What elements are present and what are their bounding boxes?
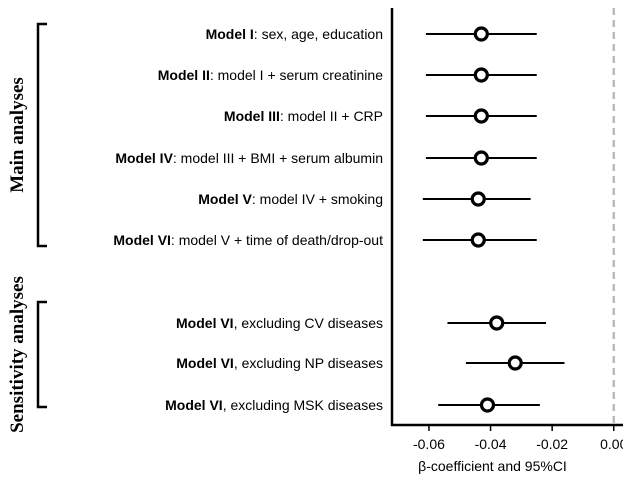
row-label: Model V: model IV + smoking (198, 191, 383, 207)
row-label-model: Model VI (113, 232, 171, 248)
row-label: Model VI, excluding CV diseases (176, 315, 383, 331)
x-axis-label: β-coefficient and 95%CI (418, 458, 567, 474)
estimate-point (473, 108, 489, 124)
row-label: Model II: model I + serum creatinine (158, 67, 383, 83)
group-bracket: Sensitivity analyses (7, 276, 47, 433)
estimate-point (473, 26, 489, 42)
row-label-model: Model III (224, 108, 280, 124)
row-label-covariates: : sex, age, education (254, 26, 383, 42)
row-label-covariates: : model V + time of death/drop-out (171, 232, 383, 248)
estimate-point (473, 67, 489, 83)
row-label: Model VI, excluding MSK diseases (165, 397, 383, 413)
row-label: Model III: model II + CRP (224, 108, 383, 124)
bracket-line (36, 22, 47, 248)
forest-row: Model III: model II + CRP (224, 108, 537, 124)
x-tick-label: -0.02 (536, 436, 568, 452)
row-label-covariates: : model I + serum creatinine (210, 67, 383, 83)
row-label: Model I: sex, age, education (206, 26, 383, 42)
forest-row: Model VI: model V + time of death/drop-o… (113, 232, 537, 248)
row-label: Model VI, excluding NP diseases (176, 355, 383, 371)
estimate-point (479, 397, 496, 413)
x-tick-label: 0.00 (600, 436, 623, 452)
row-label-model: Model VI (176, 355, 234, 371)
row-label-model: Model V (198, 191, 252, 207)
row-label-model: Model II (158, 67, 210, 83)
estimate-point (489, 315, 505, 331)
forest-row: Model I: sex, age, education (206, 26, 537, 42)
row-label-model: Model IV (115, 150, 173, 166)
x-tick-label: -0.06 (413, 436, 445, 452)
row-label-covariates: : model II + CRP (280, 108, 383, 124)
row-label-covariates: : model IV + smoking (252, 191, 383, 207)
row-label: Model VI: model V + time of death/drop-o… (113, 232, 383, 248)
forest-row: Model IV: model III + BMI + serum albumi… (115, 150, 537, 166)
row-label-covariates: , excluding MSK diseases (223, 397, 383, 413)
estimate-point (470, 232, 486, 248)
row-label-covariates: : model III + BMI + serum albumin (173, 150, 383, 166)
row-label-model: Model I (206, 26, 254, 42)
forest-row: Model VI, excluding NP diseases (176, 355, 565, 371)
row-label-covariates: , excluding CV diseases (234, 315, 383, 331)
forest-row: Model VI, excluding MSK diseases (165, 397, 540, 413)
group-bracket: Main analyses (7, 22, 47, 248)
forest-row: Model VI, excluding CV diseases (176, 315, 546, 331)
forest-row: Model II: model I + serum creatinine (158, 67, 537, 83)
row-label: Model IV: model III + BMI + serum albumi… (115, 150, 383, 166)
forest-row: Model V: model IV + smoking (198, 191, 531, 207)
group-label: Sensitivity analyses (7, 276, 28, 433)
row-label-covariates: , excluding NP diseases (234, 355, 383, 371)
estimate-point (470, 191, 486, 207)
estimate-point (507, 355, 523, 371)
axis-layer: -0.06 -0.04 -0.02 0.00 β-coefficient and 95%… (390, 8, 623, 474)
estimate-point (473, 150, 489, 166)
row-label-model: Model VI (165, 397, 223, 413)
group-label: Main analyses (7, 77, 28, 193)
row-label-model: Model VI (176, 315, 234, 331)
groups-layer: Main analyses Sensitivity analyses (7, 22, 47, 433)
x-tick-label: -0.04 (475, 436, 507, 452)
bracket-line (36, 300, 47, 409)
